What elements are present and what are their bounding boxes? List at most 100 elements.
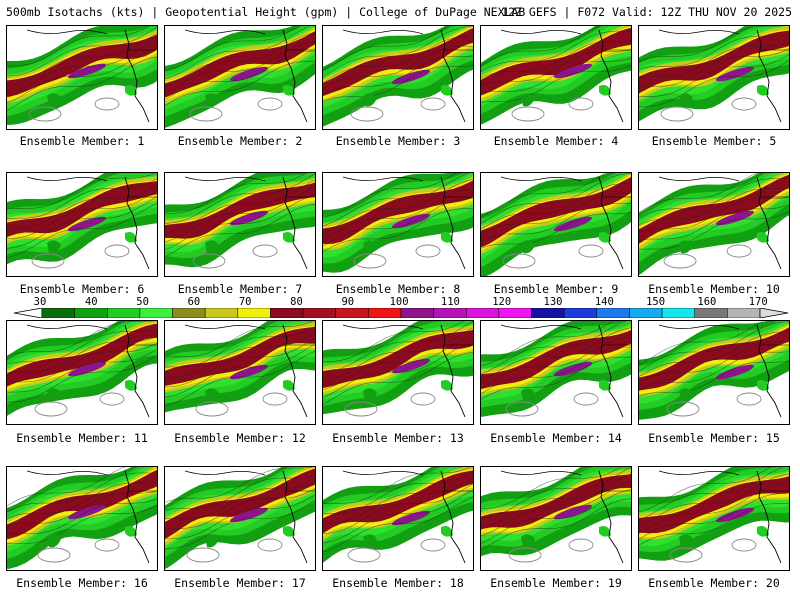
colorbar-segment: [204, 308, 239, 318]
wind-field-map: [639, 321, 789, 420]
ensemble-member-map: [6, 25, 158, 130]
ensemble-member-map: [322, 25, 474, 130]
colorbar-segment: [563, 308, 598, 318]
wind-field-map: [323, 173, 473, 273]
ensemble-member-label: Ensemble Member: 20: [648, 576, 780, 590]
ensemble-member-label: Ensemble Member: 16: [16, 576, 148, 590]
colorbar-tick: 150: [646, 296, 666, 308]
colorbar-segment: [433, 308, 467, 318]
colorbar-segment: [270, 308, 304, 318]
model-run-valid-time: 12Z GEFS | F072 Valid: 12Z THU NOV 20 20…: [501, 5, 792, 19]
ensemble-member-label: Ensemble Member: 9: [493, 282, 619, 296]
ensemble-member-label: Ensemble Member: 13: [332, 431, 464, 445]
ensemble-member-label: Ensemble Member: 14: [490, 431, 622, 445]
wind-field-map: [481, 26, 631, 125]
ensemble-member-label: Ensemble Member: 3: [335, 134, 461, 148]
ensemble-member-map: [164, 172, 316, 277]
colorbar-tick: 70: [238, 296, 252, 308]
colorbar-segment: [629, 308, 663, 318]
ensemble-member-map: [638, 172, 790, 277]
ensemble-member-label: Ensemble Member: 11: [16, 431, 148, 445]
ensemble-member-label: Ensemble Member: 2: [177, 134, 303, 148]
ensemble-member-map: [480, 25, 632, 130]
chart-header: 500mb Isotachs (kts) | Geopotential Heig…: [0, 0, 800, 22]
wind-field-map: [481, 467, 631, 564]
colorbar-tick: 50: [136, 296, 149, 308]
ensemble-member-label: Ensemble Member: 6: [19, 282, 145, 296]
wind-field-map: [323, 26, 473, 127]
ensemble-member-label: Ensemble Member: 15: [648, 431, 780, 445]
isotach-colorbar: 30 40 50 60 70 80 90 100 110 120 130 140 150 160 170: [0, 296, 800, 318]
colorbar-tick: 90: [341, 296, 355, 308]
wind-field-map: [165, 173, 315, 270]
colorbar-segment: [74, 308, 108, 318]
ensemble-member-map: [638, 25, 790, 130]
ensemble-member-map: [480, 172, 632, 277]
colorbar-tick: 160: [697, 296, 717, 308]
colorbar-tick: 30: [33, 296, 47, 308]
colorbar-segment: [694, 308, 728, 318]
ensemble-member-label: Ensemble Member: 18: [332, 576, 464, 590]
colorbar-segment: [41, 308, 75, 318]
ensemble-member-map: [322, 172, 474, 277]
ensemble-member-map: [322, 466, 474, 571]
wind-field-map: [7, 173, 157, 270]
colorbar-tick: 80: [290, 296, 303, 308]
colorbar-tick: 120: [492, 296, 512, 308]
ensemble-member-label: Ensemble Member: 5: [651, 134, 777, 148]
colorbar-segment: [368, 308, 402, 318]
colorbar-segment: [466, 308, 500, 318]
ensemble-member-map: [164, 320, 316, 425]
wind-field-map: [165, 26, 315, 128]
colorbar-segment: [107, 308, 141, 318]
wind-field-map: [165, 321, 315, 418]
ensemble-member-map: [164, 466, 316, 571]
colorbar-segment: [302, 308, 336, 318]
wind-field-map: [7, 321, 157, 418]
wind-field-map: [7, 26, 157, 125]
wind-field-map: [165, 467, 315, 570]
ensemble-member-label: Ensemble Member: 7: [177, 282, 303, 296]
colorbar-segment: [498, 308, 532, 318]
colorbar-segment: [596, 308, 630, 318]
wind-field-map: [323, 321, 473, 418]
colorbar-tick: 100: [389, 296, 409, 308]
ensemble-member-map: [480, 320, 632, 425]
ensemble-member-map: [480, 466, 632, 571]
colorbar-segment: [335, 308, 369, 318]
ensemble-member-label: Ensemble Member: 1: [19, 134, 145, 148]
colorbar-tick: 110: [440, 296, 460, 308]
colorbar-tick: 140: [594, 296, 614, 308]
ensemble-member-label: Ensemble Member: 8: [335, 282, 461, 296]
ensemble-member-map: [164, 25, 316, 130]
colorbar-scale: [13, 308, 789, 318]
wind-field-map: [7, 467, 157, 570]
colorbar-tick: 60: [187, 296, 201, 308]
ensemble-member-map: [6, 172, 158, 277]
wind-field-map: [639, 467, 789, 564]
wind-field-map: [481, 173, 631, 276]
ensemble-member-label: Ensemble Member: 19: [490, 576, 622, 590]
colorbar-segment: [237, 308, 271, 318]
wind-field-map: [481, 321, 631, 418]
colorbar-tick: 130: [543, 296, 563, 308]
colorbar-segment: [400, 308, 434, 318]
ensemble-member-label: Ensemble Member: 10: [648, 282, 780, 296]
colorbar-tick: 170: [748, 296, 768, 308]
ensemble-member-label: Ensemble Member: 17: [174, 576, 306, 590]
colorbar-segment: [661, 308, 695, 318]
product-title: 500mb Isotachs (kts) | Geopotential Heig…: [6, 5, 526, 19]
ensemble-member-map: [6, 466, 158, 571]
colorbar-segment: [172, 308, 206, 318]
ensemble-member-map: [322, 320, 474, 425]
wind-field-map: [639, 173, 789, 276]
ensemble-member-map: [638, 466, 790, 571]
colorbar-tick: 40: [84, 296, 98, 308]
wind-field-map: [323, 467, 473, 564]
colorbar-segment: [727, 308, 761, 318]
wind-field-map: [639, 26, 789, 123]
ensemble-member-map: [6, 320, 158, 425]
colorbar-segment: [139, 308, 173, 318]
ensemble-member-map: [638, 320, 790, 425]
ensemble-member-label: Ensemble Member: 4: [493, 134, 619, 148]
